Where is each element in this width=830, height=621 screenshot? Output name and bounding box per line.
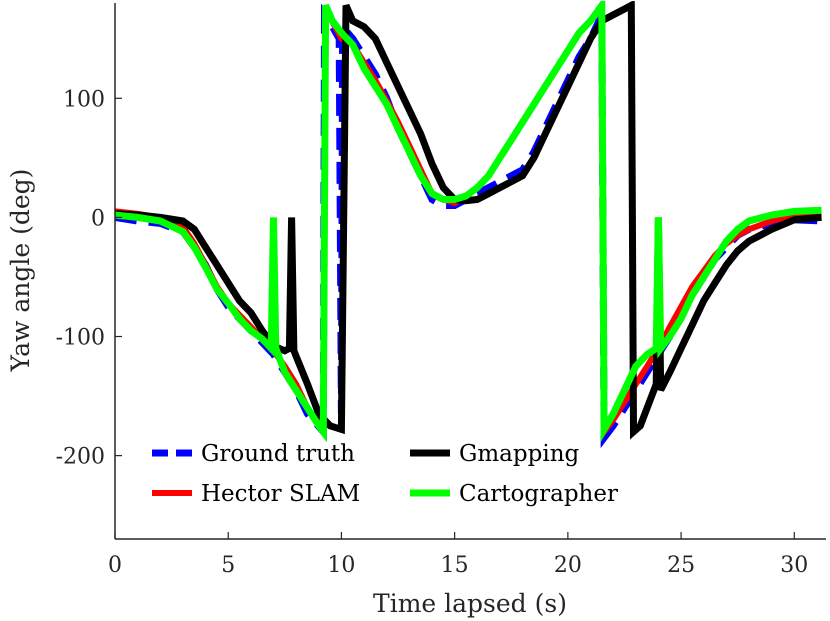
legend-label: Ground truth (201, 441, 355, 467)
y-tick-label: 100 (63, 87, 105, 112)
x-axis-label: Time lapsed (s) (373, 589, 567, 618)
y-axis-label: Yaw angle (deg) (6, 169, 35, 373)
series-layer (115, 1, 822, 449)
x-tick-label: 0 (108, 553, 122, 578)
x-tick-label: 30 (780, 553, 808, 578)
x-tick-label: 5 (221, 553, 235, 578)
x-tick-label: 15 (441, 553, 469, 578)
y-tick-label: 0 (91, 206, 105, 231)
series-line-cartographer (115, 1, 822, 443)
legend-label: Gmapping (459, 441, 580, 467)
series-line-gmapping (115, 1, 822, 440)
y-tick-label: -200 (56, 445, 105, 470)
y-tick-label: -100 (56, 326, 105, 351)
x-tick-label: 25 (667, 553, 695, 578)
axes (114, 3, 826, 540)
ticks: 0 5 10 15 20 25 30 -200 -100 0 100 (56, 87, 809, 578)
x-tick-label: 20 (554, 553, 582, 578)
series-line-ground-truth (115, 3, 822, 449)
x-tick-label: 10 (327, 553, 355, 578)
legend-label: Hector SLAM (201, 481, 360, 507)
legend-label: Cartographer (459, 481, 618, 507)
legend: Ground truth Gmapping Hector SLAM Cartograp… (152, 441, 618, 507)
series-line-hector-slam (115, 1, 822, 441)
